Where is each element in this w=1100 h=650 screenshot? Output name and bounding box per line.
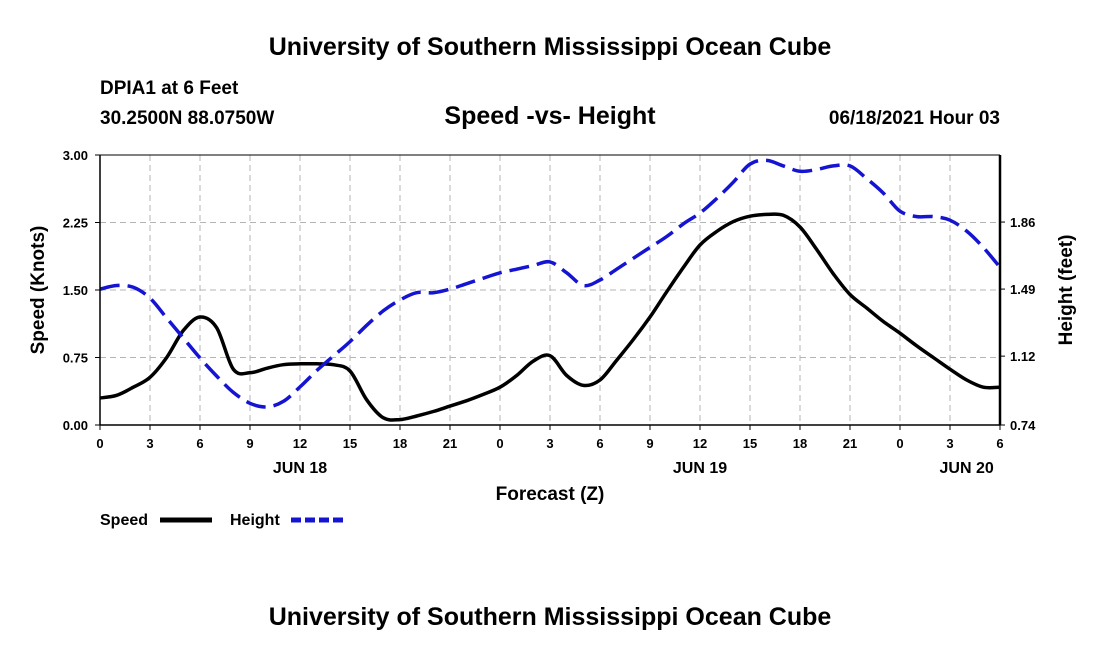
chart-title: Speed -vs- Height — [444, 102, 656, 130]
legend: Speed Height — [100, 512, 343, 529]
x-tick-label: 3 — [946, 436, 953, 451]
series-layer — [99, 158, 1002, 422]
date-labels: JUN 18 JUN 19 JUN 20 — [273, 460, 994, 477]
page-title: University of Southern Mississippi Ocean… — [269, 33, 832, 61]
x-tick-label: 0 — [496, 436, 503, 451]
y2-axis-title: Height (feet) — [1056, 235, 1077, 346]
forecast-datetime: 06/18/2021 Hour 03 — [829, 108, 1000, 129]
height-series-line — [99, 158, 1002, 409]
station-label: DPIA1 at 6 Feet — [100, 78, 239, 99]
y-tick-label: 1.50 — [63, 283, 88, 298]
y-tick-label: 2.25 — [63, 216, 88, 231]
x-tick-label: 18 — [793, 436, 807, 451]
x-tick-label: 9 — [246, 436, 253, 451]
footer-title: University of Southern Mississippi Ocean… — [269, 603, 832, 631]
y2-tick-label: 0.74 — [1010, 418, 1036, 433]
x-tick-label: 6 — [596, 436, 603, 451]
legend-speed-label: Speed — [100, 512, 148, 529]
x-tick-label: 15 — [743, 436, 757, 451]
legend-height-label: Height — [230, 512, 280, 529]
x-tick-label: 3 — [546, 436, 553, 451]
x-axis-title: Forecast (Z) — [496, 484, 605, 505]
x-tick-label: 3 — [146, 436, 153, 451]
x-tick-label: 12 — [293, 436, 307, 451]
y2-tick-label: 1.12 — [1010, 349, 1035, 364]
y2-tick-label: 1.49 — [1010, 282, 1035, 297]
y-tick-label: 0.00 — [63, 418, 88, 433]
y2-tick-label: 1.86 — [1010, 215, 1035, 230]
x-tick-label: 0 — [96, 436, 103, 451]
x-tick-label: 6 — [196, 436, 203, 451]
x-tick-label: 0 — [896, 436, 903, 451]
date-label: JUN 18 — [273, 460, 327, 477]
date-label: JUN 20 — [940, 460, 994, 477]
x-tick-label: 9 — [646, 436, 653, 451]
x-tick-label: 21 — [843, 436, 857, 451]
station-coordinates: 30.2500N 88.0750W — [100, 108, 274, 129]
y-axis-ticks: 0.00 0.75 1.50 2.25 3.00 — [63, 148, 100, 433]
y-tick-label: 3.00 — [63, 148, 88, 163]
x-tick-label: 12 — [693, 436, 707, 451]
x-axis-ticks: 0 3 6 9 12 15 18 21 0 3 6 9 12 15 18 21 0 3 6 — [96, 425, 1004, 451]
date-label: JUN 19 — [673, 460, 727, 477]
x-tick-label: 18 — [393, 436, 407, 451]
x-tick-label: 6 — [996, 436, 1003, 451]
y-axis-title: Speed (Knots) — [28, 226, 49, 355]
y-tick-label: 0.75 — [63, 351, 88, 366]
speed-series-line — [99, 212, 1001, 422]
grid-lines — [100, 155, 1000, 425]
x-tick-label: 21 — [443, 436, 457, 451]
x-tick-label: 15 — [343, 436, 357, 451]
y2-axis-ticks: 0.74 1.12 1.49 1.86 — [1000, 215, 1036, 433]
